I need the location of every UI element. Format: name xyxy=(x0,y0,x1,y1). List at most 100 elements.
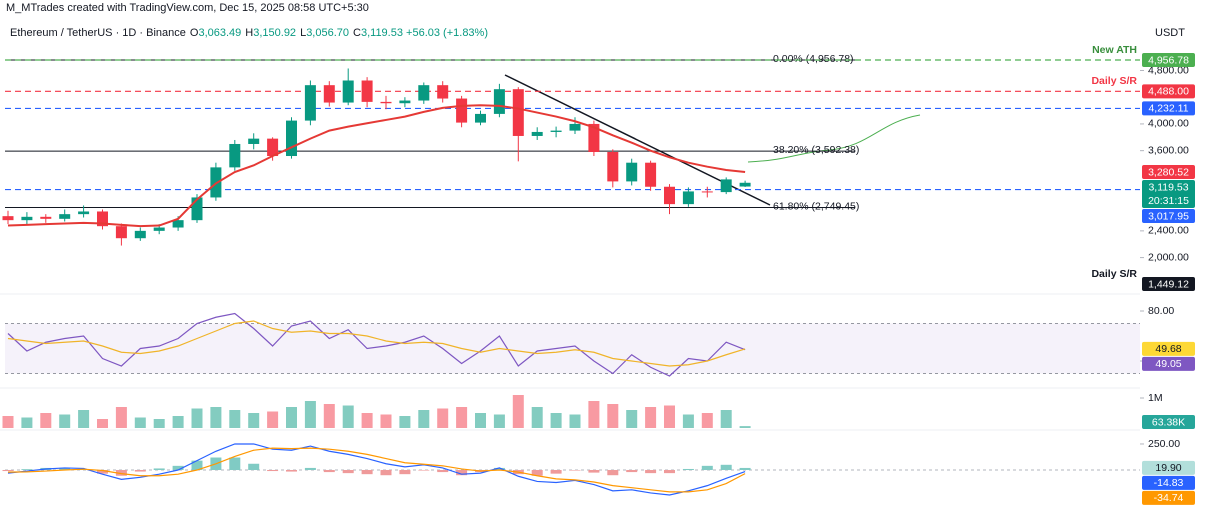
price-tag xyxy=(1142,84,1195,99)
candle-body xyxy=(418,85,430,101)
candle-body xyxy=(342,80,354,103)
price-tag xyxy=(1142,277,1195,291)
volume-bar xyxy=(191,408,203,428)
candle-body xyxy=(286,120,297,157)
price-tag xyxy=(1142,490,1195,505)
volume-bar xyxy=(304,401,316,428)
ohlc-key: H xyxy=(245,27,254,39)
candle-body xyxy=(701,191,713,193)
histogram-bar xyxy=(380,470,392,476)
volume-bar xyxy=(720,410,732,428)
price-tag xyxy=(1142,460,1195,475)
price-tag xyxy=(1142,341,1195,356)
volume-bar xyxy=(569,414,581,428)
histogram-bar xyxy=(2,470,14,472)
candle-body xyxy=(682,191,694,205)
histogram-bar xyxy=(229,457,241,471)
volume-bar xyxy=(380,414,392,428)
y-tick-label: 4,000.00 xyxy=(1148,118,1189,130)
price-tag xyxy=(1142,356,1195,371)
ohlc-value: 3,056.70 xyxy=(306,27,350,39)
volume-bar xyxy=(286,407,297,428)
candle-body xyxy=(456,98,468,123)
volume-bar xyxy=(456,407,468,428)
annotation: Daily S/R xyxy=(1091,268,1137,280)
price-tag xyxy=(1142,101,1195,116)
volume-bar xyxy=(550,413,562,428)
histogram-bar xyxy=(720,464,732,471)
histogram-bar xyxy=(59,467,71,471)
fib-label: 61.80% (2,749.45) xyxy=(773,200,859,212)
candle-body xyxy=(361,80,373,102)
candle-body xyxy=(229,143,241,168)
candle-body xyxy=(475,113,486,123)
price-tag xyxy=(1142,52,1195,67)
candle-body xyxy=(588,123,600,153)
volume-bar xyxy=(210,407,222,428)
histogram-bar xyxy=(645,470,657,474)
price-tag-label: 4,956.78 xyxy=(1148,54,1189,66)
histogram-bar xyxy=(304,467,316,471)
histogram-bar xyxy=(664,470,675,474)
fib-label: 0.00% (4,956.78) xyxy=(773,53,854,65)
price-tag-label: 4,488.00 xyxy=(1148,86,1189,98)
volume-bar xyxy=(361,413,373,428)
moving-average xyxy=(7,104,746,228)
candle-body xyxy=(40,216,52,219)
volume-bar xyxy=(78,410,90,428)
histogram-bar xyxy=(134,470,146,472)
price-tag-label: 3,119.53 xyxy=(1148,181,1188,193)
candle-body xyxy=(97,211,108,227)
volume-bar xyxy=(115,407,127,428)
candle-body xyxy=(78,211,90,215)
ohlc-key: L xyxy=(300,27,307,39)
histogram-bar xyxy=(418,470,430,471)
change: +56.03 (+1.83%) xyxy=(406,27,488,39)
price-tag-label: -34.74 xyxy=(1154,492,1184,504)
volume-bar xyxy=(172,416,184,428)
volume-bar xyxy=(134,417,146,428)
volume-bar xyxy=(2,416,14,428)
price-tag-label: 3,280.52 xyxy=(1148,166,1189,178)
histogram-bar xyxy=(456,470,468,476)
histogram-bar xyxy=(682,468,694,471)
price-tag xyxy=(1142,165,1195,180)
volume-bar xyxy=(493,414,505,428)
y-tick-label: 250.00 xyxy=(1148,438,1180,450)
candle-body xyxy=(2,216,14,221)
ohlc-key: O xyxy=(189,27,199,39)
histogram-bar xyxy=(323,470,335,473)
y-tick-label: 2,000.00 xyxy=(1148,251,1189,263)
y-tick-label: 4,800.00 xyxy=(1148,64,1189,76)
histogram-bar xyxy=(97,470,108,474)
candle-body xyxy=(323,85,335,103)
annotation: New ATH xyxy=(1092,44,1137,56)
volume-bar xyxy=(40,413,52,428)
candle-body xyxy=(59,214,71,219)
histogram-bar xyxy=(739,467,751,471)
price-tag-label: 1,449.12 xyxy=(1148,278,1189,290)
histogram-bar xyxy=(172,465,184,471)
histogram-bar xyxy=(191,460,203,471)
volume-bar xyxy=(229,410,241,428)
volume-bar xyxy=(248,413,260,428)
price-tag-label: 63.38K xyxy=(1152,416,1185,428)
histogram-bar xyxy=(153,468,165,471)
legend-row: Ethereum / TetherUS · 1D · Binance O3,063… xyxy=(10,27,488,39)
price-tag-label: 49.68 xyxy=(1155,343,1181,355)
histogram-bar xyxy=(701,465,713,471)
price-tag-label: -14.83 xyxy=(1154,477,1184,489)
y-tick-label: 3,600.00 xyxy=(1148,144,1189,156)
volume-bar xyxy=(512,395,524,428)
histogram-bar xyxy=(588,470,600,473)
candle-body xyxy=(739,182,751,187)
indicator-line xyxy=(7,312,746,377)
volume-bar xyxy=(531,407,543,428)
candle-body xyxy=(664,186,675,205)
histogram-bar xyxy=(286,470,297,472)
histogram-bar xyxy=(437,470,449,473)
histogram-bar xyxy=(399,470,411,475)
price-tag xyxy=(1142,415,1195,429)
candle-body xyxy=(267,138,279,157)
